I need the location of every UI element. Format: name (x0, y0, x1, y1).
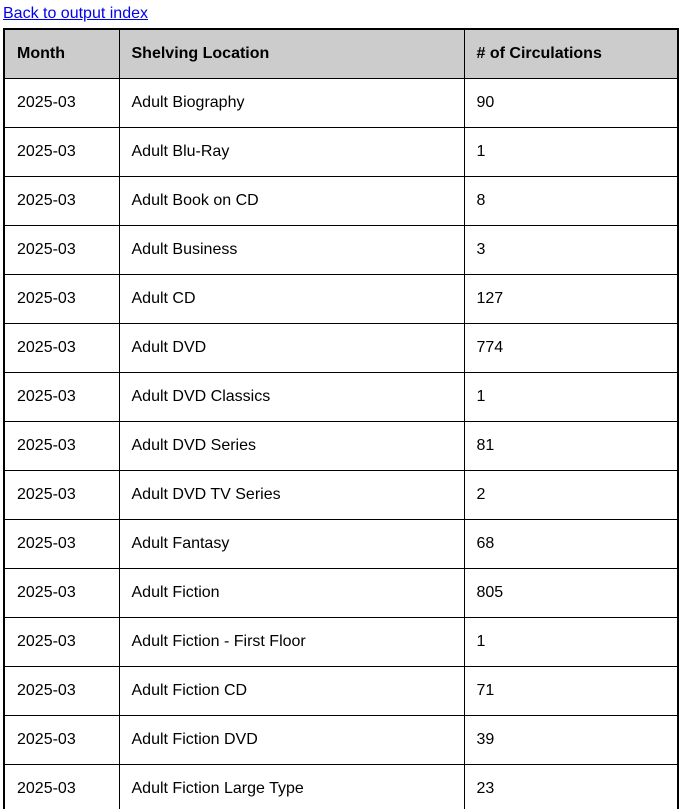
table-row: 2025-03 Adult Fiction 805 (3, 568, 679, 618)
cell-circulations: 774 (463, 323, 679, 373)
cell-circulations: 71 (463, 666, 679, 716)
table-row: 2025-03 Adult Fiction Large Type 23 (3, 764, 679, 809)
cell-shelving-location: Adult Fiction CD (118, 666, 465, 716)
cell-circulations: 23 (463, 764, 679, 809)
cell-shelving-location: Adult DVD (118, 323, 465, 373)
cell-circulations: 127 (463, 274, 679, 324)
table-row: 2025-03 Adult CD 127 (3, 274, 679, 324)
cell-circulations: 68 (463, 519, 679, 569)
cell-shelving-location: Adult Fiction (118, 568, 465, 618)
cell-circulations: 805 (463, 568, 679, 618)
table-row: 2025-03 Adult Blu-Ray 1 (3, 127, 679, 177)
cell-month: 2025-03 (3, 568, 120, 618)
column-header-shelving-location: Shelving Location (118, 28, 465, 79)
cell-month: 2025-03 (3, 666, 120, 716)
cell-shelving-location: Adult Fiction DVD (118, 715, 465, 765)
table-header-row: Month Shelving Location # of Circulation… (3, 28, 679, 79)
back-to-output-index-link[interactable]: Back to output index (3, 5, 148, 22)
cell-circulations: 3 (463, 225, 679, 275)
table-row: 2025-03 Adult Fiction DVD 39 (3, 715, 679, 765)
column-header-month: Month (3, 28, 120, 79)
cell-month: 2025-03 (3, 78, 120, 128)
cell-month: 2025-03 (3, 176, 120, 226)
table-body: 2025-03 Adult Biography 90 2025-03 Adult Blu… (3, 78, 679, 809)
cell-circulations: 1 (463, 127, 679, 177)
cell-month: 2025-03 (3, 715, 120, 765)
cell-circulations: 81 (463, 421, 679, 471)
cell-circulations: 90 (463, 78, 679, 128)
cell-month: 2025-03 (3, 421, 120, 471)
cell-circulations: 2 (463, 470, 679, 520)
cell-circulations: 1 (463, 617, 679, 667)
table-row: 2025-03 Adult Fiction CD 71 (3, 666, 679, 716)
cell-circulations: 8 (463, 176, 679, 226)
column-header-circulations: # of Circulations (463, 28, 679, 79)
table-row: 2025-03 Adult DVD Classics 1 (3, 372, 679, 422)
table-row: 2025-03 Adult Book on CD 8 (3, 176, 679, 226)
cell-shelving-location: Adult Fiction Large Type (118, 764, 465, 809)
cell-month: 2025-03 (3, 274, 120, 324)
circulation-table: Month Shelving Location # of Circulation… (3, 28, 679, 809)
cell-shelving-location: Adult DVD Classics (118, 372, 465, 422)
table-row: 2025-03 Adult Fiction - First Floor 1 (3, 617, 679, 667)
table-row: 2025-03 Adult Business 3 (3, 225, 679, 275)
cell-shelving-location: Adult Business (118, 225, 465, 275)
cell-month: 2025-03 (3, 323, 120, 373)
cell-circulations: 39 (463, 715, 679, 765)
cell-shelving-location: Adult Book on CD (118, 176, 465, 226)
cell-month: 2025-03 (3, 127, 120, 177)
cell-month: 2025-03 (3, 470, 120, 520)
table-row: 2025-03 Adult Biography 90 (3, 78, 679, 128)
cell-shelving-location: Adult Blu-Ray (118, 127, 465, 177)
cell-month: 2025-03 (3, 225, 120, 275)
cell-month: 2025-03 (3, 519, 120, 569)
cell-month: 2025-03 (3, 372, 120, 422)
cell-shelving-location: Adult CD (118, 274, 465, 324)
cell-shelving-location: Adult Fantasy (118, 519, 465, 569)
cell-month: 2025-03 (3, 617, 120, 667)
cell-shelving-location: Adult DVD Series (118, 421, 465, 471)
cell-month: 2025-03 (3, 764, 120, 809)
cell-shelving-location: Adult DVD TV Series (118, 470, 465, 520)
table-row: 2025-03 Adult DVD Series 81 (3, 421, 679, 471)
cell-shelving-location: Adult Biography (118, 78, 465, 128)
table-row: 2025-03 Adult DVD TV Series 2 (3, 470, 679, 520)
cell-shelving-location: Adult Fiction - First Floor (118, 617, 465, 667)
table-row: 2025-03 Adult Fantasy 68 (3, 519, 679, 569)
table-row: 2025-03 Adult DVD 774 (3, 323, 679, 373)
cell-circulations: 1 (463, 372, 679, 422)
